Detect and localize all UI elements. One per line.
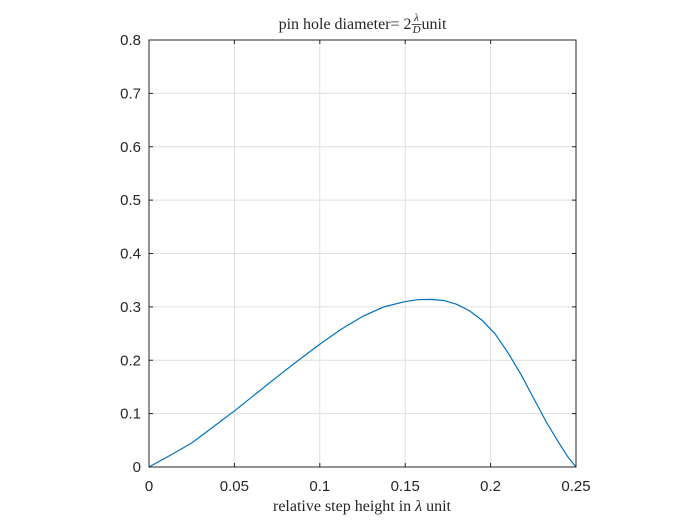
chart-title-frac-den: D (412, 24, 421, 36)
chart-title-prefix: pin hole diameter= 2 (279, 16, 412, 33)
y-tick-label: 0.7 (120, 85, 141, 102)
x-axis-label: relative step height in λ unit (273, 498, 452, 515)
y-tick-label: 0.1 (120, 406, 141, 423)
y-tick-label: 0.5 (120, 192, 141, 209)
tick-marks (148, 39, 577, 468)
y-tick-label: 0 (133, 459, 141, 476)
x-tick-label: 0.2 (480, 478, 501, 495)
chart-title-suffix: unit (422, 16, 447, 33)
x-tick-label: 0.15 (391, 478, 420, 495)
x-axis-label-symbol: λ (414, 498, 422, 515)
y-tick-label: 0.2 (120, 352, 141, 369)
series-group (148, 298, 577, 468)
y-tick-labels: 0 0.1 0.2 0.3 0.4 0.5 0.6 0.7 0.8 (120, 32, 141, 476)
x-tick-label: 0.1 (309, 478, 330, 495)
svg-text:pin hole diameter= 2: pin hole diameter= 2 (279, 16, 412, 33)
series-line (148, 298, 577, 468)
x-tick-label: 0 (145, 478, 153, 495)
y-tick-label: 0.4 (120, 246, 141, 263)
chart-title: pin hole diameter= 2 λ D unit (279, 12, 447, 36)
chart-title-frac-num: λ (413, 12, 419, 24)
x-tick-label: 0.05 (220, 478, 249, 495)
y-tick-label: 0.6 (120, 139, 141, 156)
y-tick-label: 0.3 (120, 299, 141, 316)
y-tick-label: 0.8 (120, 32, 141, 49)
x-axis-label-prefix: relative step height in (273, 498, 415, 515)
x-tick-labels: 0 0.05 0.1 0.15 0.2 0.25 (145, 478, 591, 495)
x-tick-label: 0.25 (561, 478, 590, 495)
x-axis-label-suffix: unit (422, 498, 451, 515)
